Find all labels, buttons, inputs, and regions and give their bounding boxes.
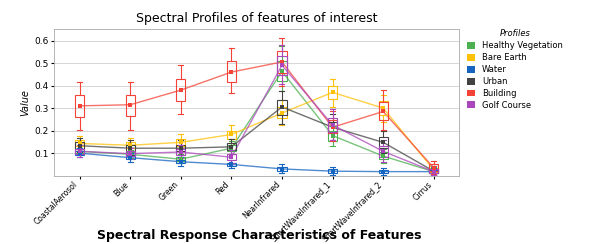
Bar xyxy=(176,145,185,151)
Bar xyxy=(277,167,286,171)
Bar xyxy=(176,160,185,163)
Text: Spectral Response Characteristics of Features: Spectral Response Characteristics of Fea… xyxy=(97,229,422,242)
Bar xyxy=(379,137,388,148)
Bar xyxy=(429,169,439,173)
Bar xyxy=(379,101,388,115)
Bar xyxy=(328,86,337,99)
Bar xyxy=(328,131,337,141)
Bar xyxy=(328,121,337,133)
Bar xyxy=(328,122,337,133)
Bar xyxy=(227,61,236,82)
Bar xyxy=(429,168,439,172)
Bar xyxy=(75,149,84,154)
Bar xyxy=(277,61,286,81)
Bar xyxy=(75,140,84,146)
Bar xyxy=(75,151,84,155)
Bar xyxy=(75,142,84,149)
Bar xyxy=(176,149,185,155)
Title: Spectral Profiles of features of interest: Spectral Profiles of features of interes… xyxy=(136,12,378,25)
Bar xyxy=(277,56,286,75)
Bar xyxy=(429,169,439,173)
Bar xyxy=(227,145,236,151)
Bar xyxy=(126,145,135,151)
Bar xyxy=(75,149,84,153)
Legend: Healthy Vegetation, Bare Earth, Water, Urban, Building, Golf Course: Healthy Vegetation, Bare Earth, Water, U… xyxy=(467,29,563,110)
Bar xyxy=(429,169,439,173)
Bar xyxy=(277,51,286,73)
Bar xyxy=(126,95,135,116)
Bar xyxy=(227,143,236,151)
Bar xyxy=(176,157,185,161)
Bar xyxy=(126,155,135,160)
Bar xyxy=(126,152,135,156)
Bar xyxy=(227,154,236,160)
Bar xyxy=(379,102,388,120)
Bar xyxy=(176,79,185,101)
Bar xyxy=(277,107,286,118)
Bar xyxy=(75,95,84,117)
Bar xyxy=(328,118,337,132)
Bar xyxy=(126,142,135,148)
Bar xyxy=(176,139,185,146)
Bar xyxy=(379,146,388,157)
Bar xyxy=(227,163,236,166)
Bar xyxy=(126,151,135,156)
Y-axis label: Value: Value xyxy=(21,89,30,116)
Bar xyxy=(379,170,388,173)
Bar xyxy=(227,131,236,139)
Bar xyxy=(429,164,439,171)
Bar xyxy=(379,152,388,160)
Bar xyxy=(328,169,337,173)
Bar xyxy=(277,100,286,115)
Bar xyxy=(429,170,439,173)
